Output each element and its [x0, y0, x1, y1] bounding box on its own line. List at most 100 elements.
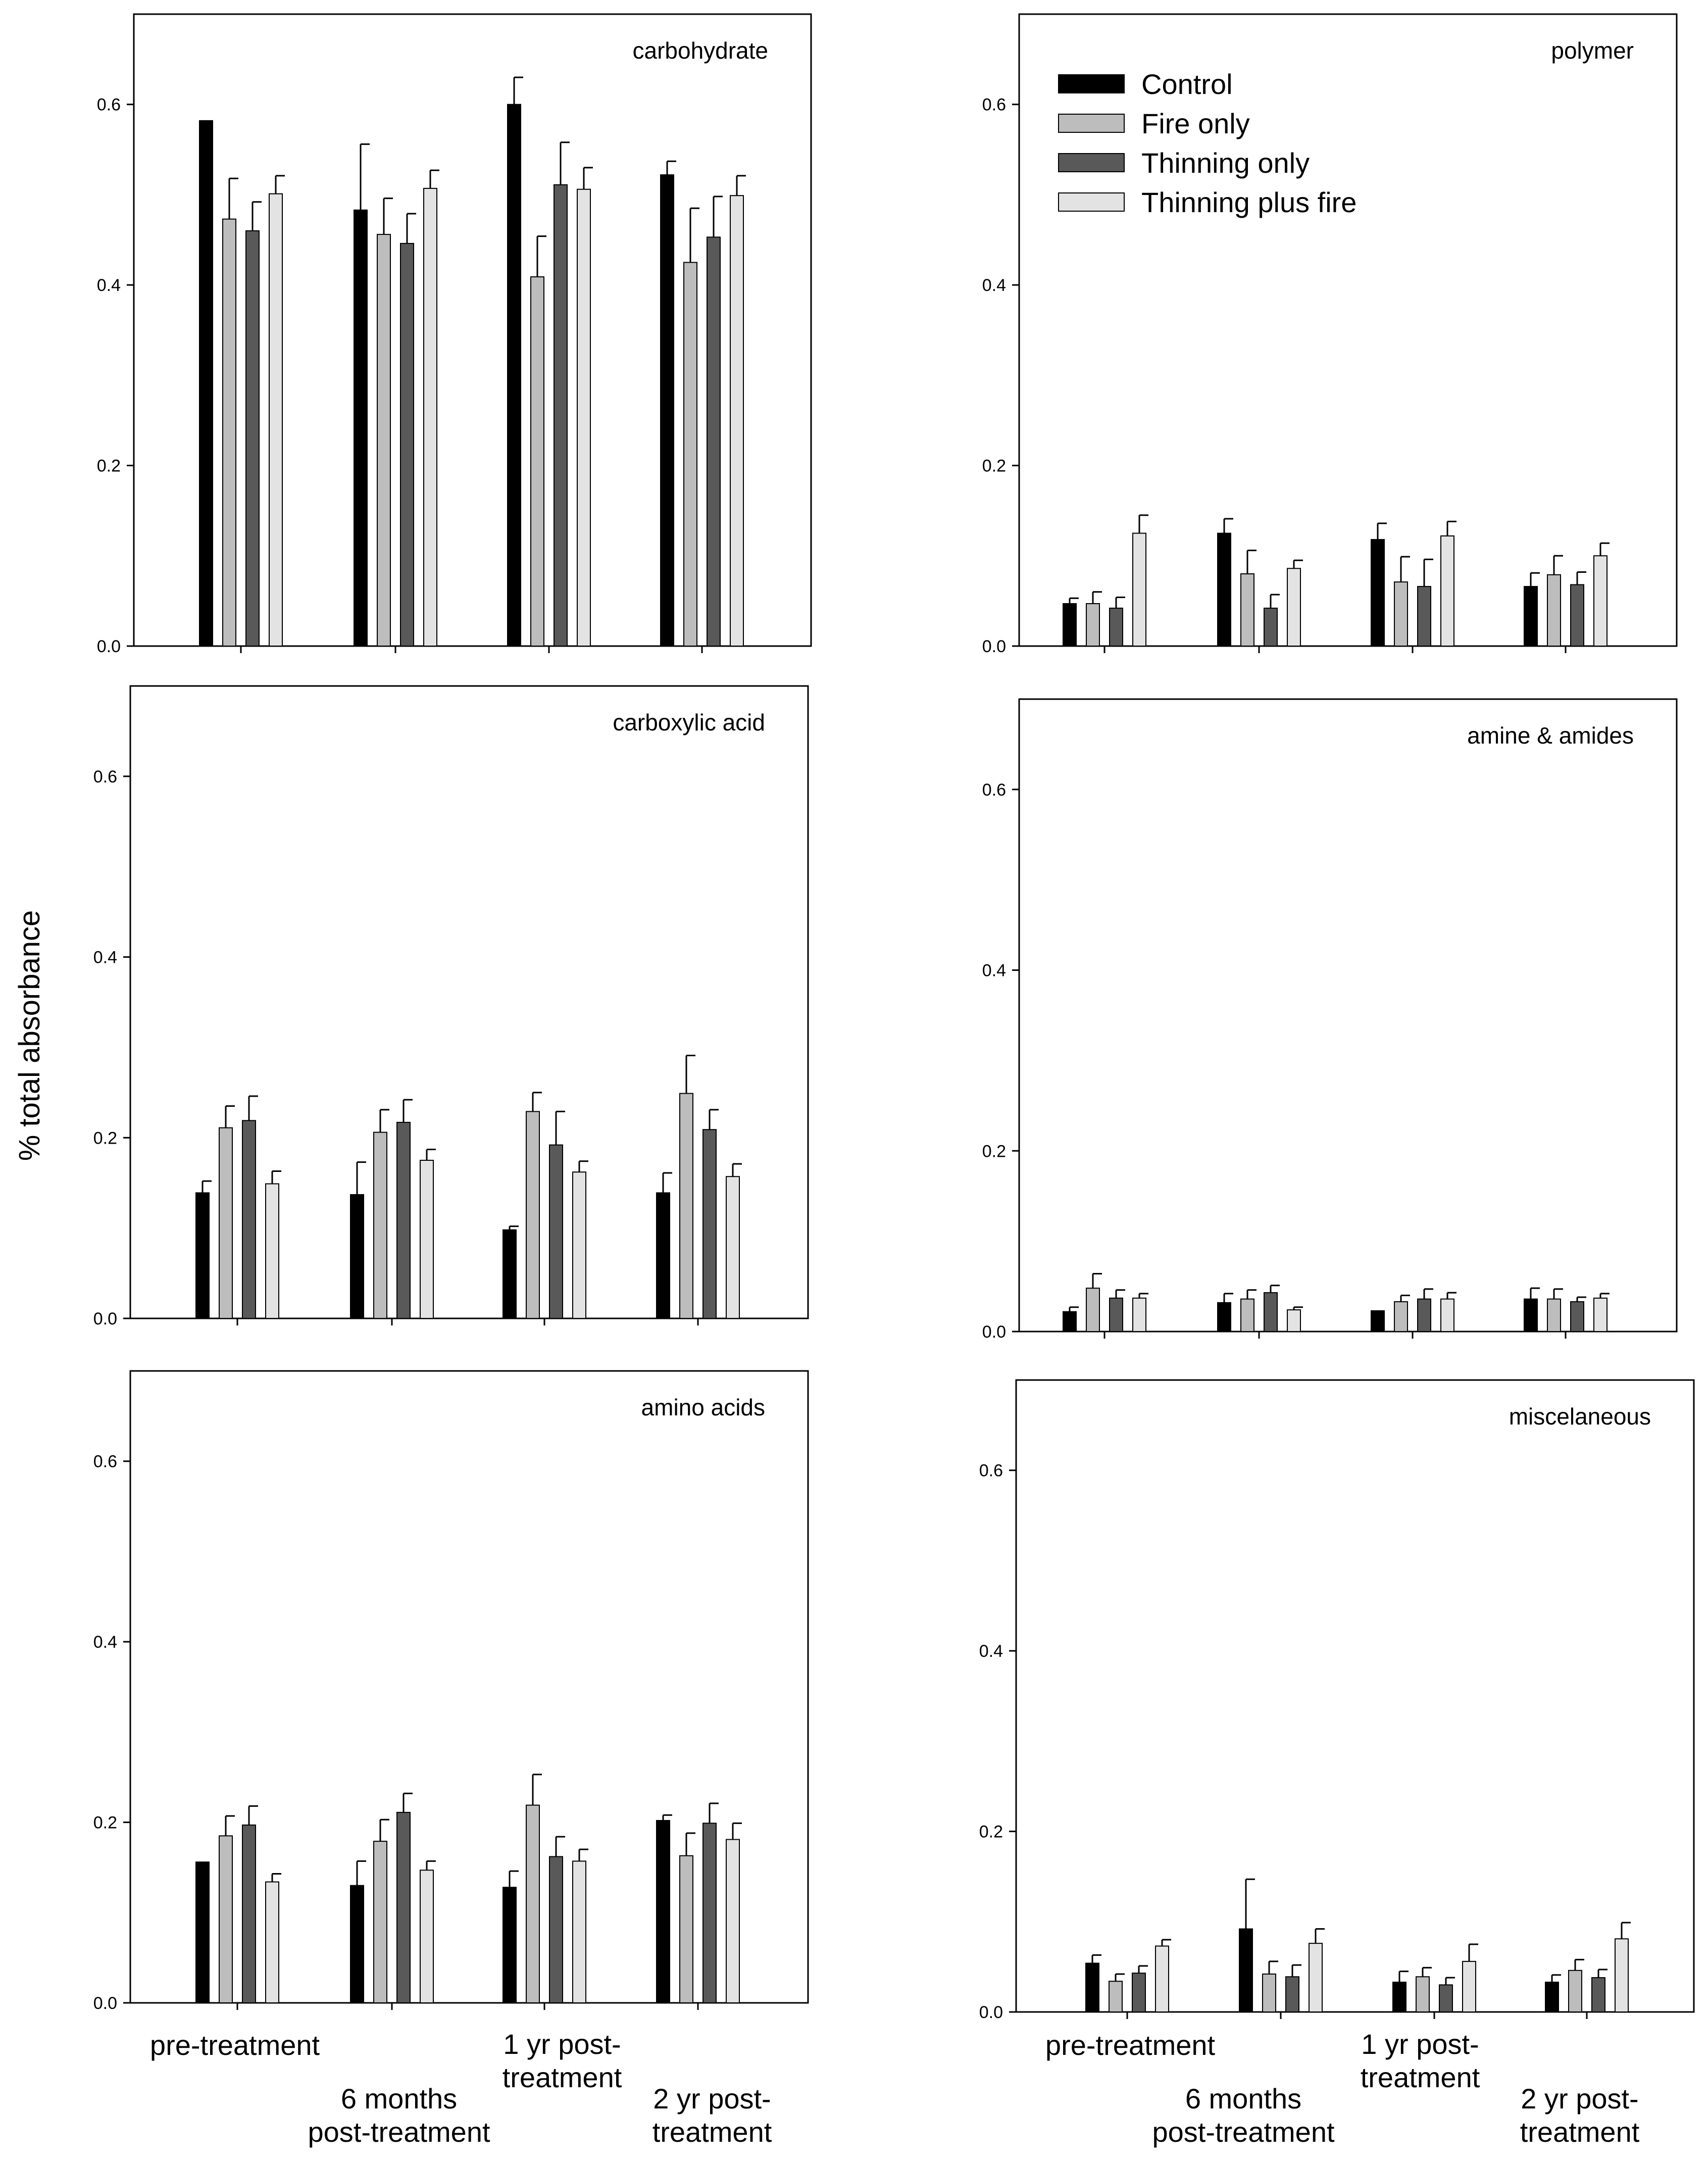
bar-control-2 [503, 1887, 517, 2003]
y-tick-label: 0.2 [982, 457, 1006, 476]
y-tick-label: 0.2 [982, 1142, 1006, 1161]
bar-control-3 [660, 174, 674, 647]
category-label-right-0: pre-treatment [1045, 2029, 1216, 2061]
bar-fire-only-1 [373, 1841, 387, 2003]
bar-thinning-plus-fire-2 [1440, 535, 1454, 647]
bar-thinning-plus-fire-3 [726, 1176, 740, 1319]
y-tick-label: 0.2 [93, 1128, 117, 1148]
chart-panels: 0.0 0.2 0.4 0.6 carbohydrate 0.0 0.2 0.4 0.6 poly… [93, 13, 1695, 2022]
bar-control-3 [1545, 1982, 1559, 2012]
bar-thinning-plus-fire-0 [1132, 532, 1146, 647]
bar-fire-only-0 [1086, 1288, 1100, 1333]
bar-thinning-only-1 [1264, 1292, 1278, 1332]
bar-control-1 [350, 1194, 364, 1319]
bar-thinning-plus-fire-0 [265, 1183, 279, 1319]
bar-thinning-only-3 [1570, 584, 1584, 647]
panel-polymer: 0.0 0.2 0.4 0.6 polymer Control Fire only Thinn… [982, 13, 1678, 656]
y-tick-label: 0.0 [979, 2003, 1003, 2022]
y-tick-label: 0.0 [93, 1309, 117, 1329]
y-tick-label: 0.6 [979, 1461, 1003, 1481]
bar-fire-only-3 [1547, 1298, 1561, 1332]
bar-thinning-plus-fire-2 [572, 1860, 586, 2003]
y-tick-label: 0.0 [93, 1994, 117, 2013]
y-tick-label: 0.6 [97, 95, 121, 115]
panel-carbohydrate: 0.0 0.2 0.4 0.6 carbohydrate [97, 13, 812, 656]
plot-frame [129, 685, 809, 1319]
bar-fire-only-3 [683, 262, 697, 647]
category-label-line: pre-treatment [1045, 2029, 1216, 2061]
bar-control-0 [195, 1192, 210, 1319]
y-tick-label: 0.4 [982, 961, 1006, 980]
bar-control-0 [1063, 1311, 1077, 1332]
bar-thinning-only-2 [554, 184, 568, 647]
bar-fire-only-2 [530, 276, 544, 647]
category-label-left-3: 2 yr post-treatment [652, 2083, 772, 2148]
legend-label-control: Control [1141, 68, 1233, 100]
bar-thinning-only-3 [1570, 1301, 1584, 1332]
bar-thinning-plus-fire-3 [1615, 1938, 1629, 2013]
bar-control-3 [656, 1819, 670, 2003]
y-tick-label: 0.6 [93, 767, 117, 786]
bar-thinning-only-0 [245, 230, 260, 647]
bar-thinning-only-0 [242, 1824, 256, 2003]
plot-frame [1015, 1379, 1695, 2013]
bar-thinning-plus-fire-3 [726, 1839, 740, 2003]
bar-control-0 [199, 120, 213, 647]
bar-fire-only-2 [526, 1804, 540, 2003]
y-axis-label: % total absorbance [13, 910, 46, 1161]
y-tick-label: 0.2 [979, 1823, 1003, 1842]
bar-control-3 [656, 1192, 670, 1319]
bar-thinning-plus-fire-3 [1593, 555, 1607, 647]
bar-thinning-plus-fire-2 [1440, 1298, 1454, 1332]
y-tick-label: 0.6 [982, 780, 1006, 800]
bar-thinning-only-2 [1417, 1298, 1431, 1332]
bar-thinning-only-1 [396, 1811, 411, 2003]
bar-control-0 [195, 1861, 210, 2004]
bar-control-2 [503, 1229, 517, 1319]
category-label-left-0: pre-treatment [150, 2029, 320, 2061]
bar-fire-only-3 [679, 1093, 693, 1319]
category-label-line: treatment [652, 2116, 772, 2148]
bar-control-1 [354, 209, 368, 647]
legend-label-fire-only: Fire only [1141, 108, 1250, 139]
bar-thinning-only-2 [1417, 586, 1431, 647]
bar-fire-only-2 [1416, 1976, 1430, 2013]
bar-control-2 [1371, 539, 1385, 647]
bar-thinning-plus-fire-0 [269, 193, 283, 647]
bar-thinning-only-3 [1591, 1977, 1605, 2013]
bar-thinning-plus-fire-0 [1155, 1945, 1169, 2012]
bar-thinning-plus-fire-2 [572, 1171, 586, 1319]
bar-thinning-plus-fire-1 [420, 1160, 434, 1319]
bar-thinning-plus-fire-3 [730, 195, 744, 647]
category-label-left-2: 1 yr post-treatment [503, 2028, 622, 2093]
y-tick-label: 0.2 [97, 457, 121, 476]
panel-miscelaneous: 0.0 0.2 0.4 0.6 miscelaneous [979, 1379, 1695, 2022]
bar-control-2 [1371, 1310, 1385, 1332]
legend-swatch-thinning-plus-fire [1058, 192, 1125, 212]
y-tick-label: 0.4 [93, 948, 117, 967]
bar-fire-only-2 [1394, 581, 1408, 647]
plot-frame [1018, 698, 1678, 1333]
plot-frame [133, 13, 812, 647]
y-tick-label: 0.4 [97, 276, 121, 295]
bar-thinning-only-1 [1264, 607, 1278, 647]
category-label-line: post-treatment [1152, 2116, 1334, 2148]
bar-thinning-only-0 [1109, 1297, 1123, 1332]
y-tick-label: 0.6 [982, 95, 1006, 115]
legend-label-thinning-only: Thinning only [1141, 147, 1310, 179]
category-label-line: post-treatment [308, 2116, 490, 2148]
panel-title: miscelaneous [1509, 1403, 1651, 1430]
y-tick-label: 0.4 [982, 276, 1006, 295]
bar-control-0 [1085, 1962, 1099, 2013]
y-tick-label: 0.2 [93, 1813, 117, 1833]
y-tick-label: 0.4 [979, 1642, 1003, 1661]
bar-control-2 [1392, 1982, 1406, 2012]
bar-thinning-only-1 [396, 1121, 411, 1319]
panel-title: carboxylic acid [613, 709, 765, 735]
bar-fire-only-1 [1262, 1973, 1276, 2012]
bar-control-3 [1524, 1298, 1538, 1332]
bar-fire-only-0 [219, 1127, 233, 1319]
